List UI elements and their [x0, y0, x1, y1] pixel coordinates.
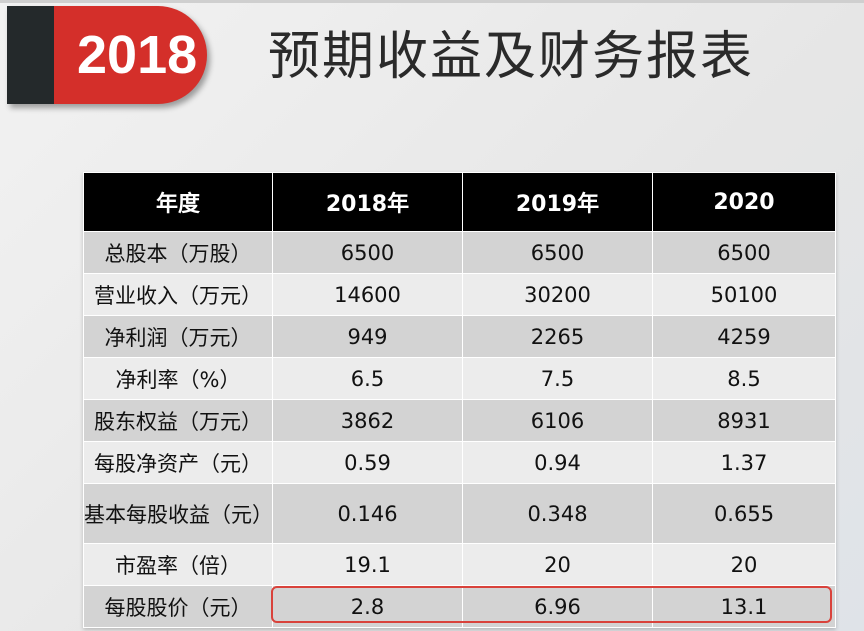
- table-row: 净利润（万元） 949 2265 4259: [83, 315, 836, 358]
- cell-value: 6106: [462, 399, 653, 442]
- badge-year: 2018: [77, 25, 198, 85]
- cell-value: 6.96: [462, 585, 653, 628]
- row-label: 市盈率（倍）: [83, 543, 273, 586]
- cell-value: 6500: [272, 231, 463, 274]
- table-row: 基本每股收益（元） 0.146 0.348 0.655: [83, 483, 836, 544]
- financial-table: 年度 2018年 2019年 2020 总股本（万股） 6500 6500 6500 营…: [83, 172, 836, 628]
- header-cell: 2019年: [462, 172, 653, 232]
- header-cell: 2018年: [272, 172, 463, 232]
- cell-value: 2265: [462, 315, 653, 358]
- header-cell: 年度: [83, 172, 273, 232]
- cell-value: 14600: [272, 273, 463, 316]
- row-label: 基本每股收益（元）: [83, 483, 273, 544]
- cell-value: 949: [272, 315, 463, 358]
- table-row: 每股净资产（元） 0.59 0.94 1.37: [83, 441, 836, 484]
- top-border: [0, 0, 864, 3]
- cell-value: 30200: [462, 273, 653, 316]
- table-row: 股东权益（万元） 3862 6106 8931: [83, 399, 836, 442]
- row-label: 总股本（万股）: [83, 231, 273, 274]
- table-row: 净利率（%） 6.5 7.5 8.5: [83, 357, 836, 400]
- badge-dark-strip: [7, 6, 54, 104]
- cell-value: 7.5: [462, 357, 653, 400]
- page-title: 预期收益及财务报表: [268, 27, 755, 87]
- row-label: 股东权益（万元）: [83, 399, 273, 442]
- cell-value: 19.1: [272, 543, 463, 586]
- table-row: 市盈率（倍） 19.1 20 20: [83, 543, 836, 586]
- cell-value: 3862: [272, 399, 463, 442]
- row-label: 营业收入（万元）: [83, 273, 273, 316]
- cell-value: 13.1: [652, 585, 836, 628]
- highlight-box: [271, 586, 832, 623]
- table-row: 每股股价（元） 2.8 6.96 13.1: [83, 585, 836, 628]
- row-label: 每股净资产（元）: [83, 441, 273, 484]
- cell-value: 0.94: [462, 441, 653, 484]
- cell-value: 20: [462, 543, 653, 586]
- cell-value: 8.5: [652, 357, 836, 400]
- table-row: 总股本（万股） 6500 6500 6500: [83, 231, 836, 274]
- row-label: 每股股价（元）: [83, 585, 273, 628]
- cell-value: 20: [652, 543, 836, 586]
- cell-value: 0.59: [272, 441, 463, 484]
- header-cell: 2020: [652, 172, 836, 232]
- cell-value: 6500: [462, 231, 653, 274]
- row-label: 净利率（%）: [83, 357, 273, 400]
- cell-value: 4259: [652, 315, 836, 358]
- cell-value: 6.5: [272, 357, 463, 400]
- row-label: 净利润（万元）: [83, 315, 273, 358]
- cell-value: 8931: [652, 399, 836, 442]
- table-row: 营业收入（万元） 14600 30200 50100: [83, 273, 836, 316]
- cell-value: 0.146: [272, 483, 463, 544]
- cell-value: 0.348: [462, 483, 653, 544]
- cell-value: 6500: [652, 231, 836, 274]
- year-badge: 2018: [7, 6, 207, 104]
- cell-value: 50100: [652, 273, 836, 316]
- header-row: 年度 2018年 2019年 2020: [83, 172, 836, 232]
- cell-value: 1.37: [652, 441, 836, 484]
- cell-value: 0.655: [652, 483, 836, 544]
